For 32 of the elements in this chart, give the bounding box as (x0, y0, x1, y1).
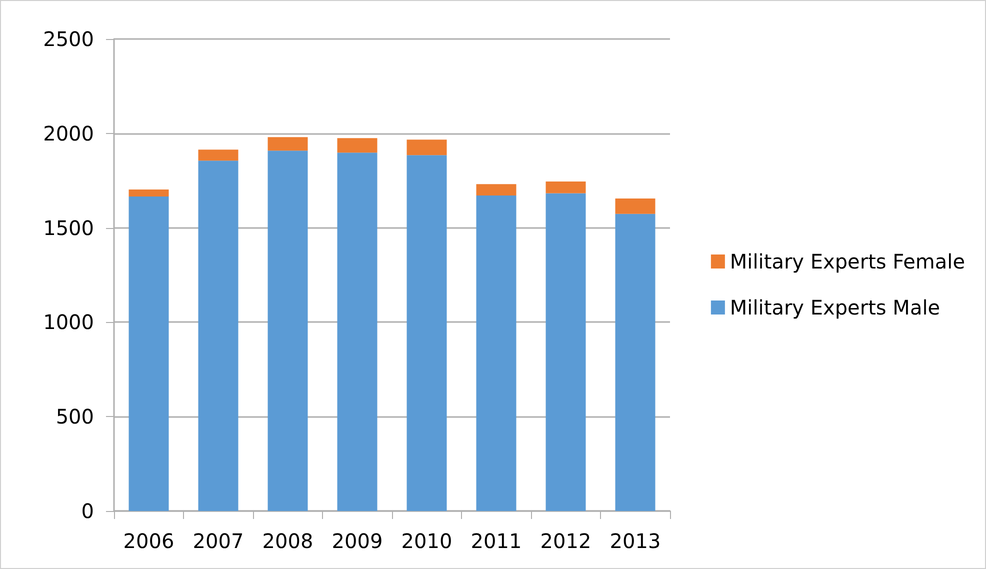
x-tick-label: 2008 (262, 529, 314, 553)
bar (615, 198, 656, 214)
bar (546, 193, 586, 511)
bar (615, 214, 656, 511)
bar (406, 155, 447, 511)
legend-label: Military Experts Female (730, 250, 966, 274)
bar (337, 152, 378, 511)
bar (128, 196, 169, 511)
x-tick-label: 2011 (470, 529, 522, 553)
legend-label: Military Experts Male (730, 296, 940, 320)
y-tick-label: 500 (56, 404, 94, 429)
bar (337, 138, 378, 153)
x-tick-label: 2007 (192, 529, 244, 553)
bar (268, 150, 308, 511)
y-tick-label: 2500 (43, 27, 94, 51)
bar (198, 150, 238, 161)
y-tick-label: 0 (81, 499, 94, 523)
x-tick-label: 2006 (123, 529, 174, 553)
bar (546, 182, 586, 194)
bar (406, 140, 447, 156)
bar (198, 160, 238, 511)
y-tick-label: 1000 (43, 310, 94, 334)
bar (128, 189, 169, 196)
x-tick-label: 2013 (610, 529, 661, 553)
bar (476, 196, 516, 511)
x-tick-label: 2010 (401, 529, 452, 553)
bar (476, 184, 516, 196)
y-tick-label: 2000 (43, 121, 94, 146)
y-tick-label: 1500 (43, 216, 94, 240)
x-tick-label: 2009 (332, 529, 383, 553)
x-tick-label: 2012 (540, 529, 592, 553)
bar (268, 137, 308, 151)
